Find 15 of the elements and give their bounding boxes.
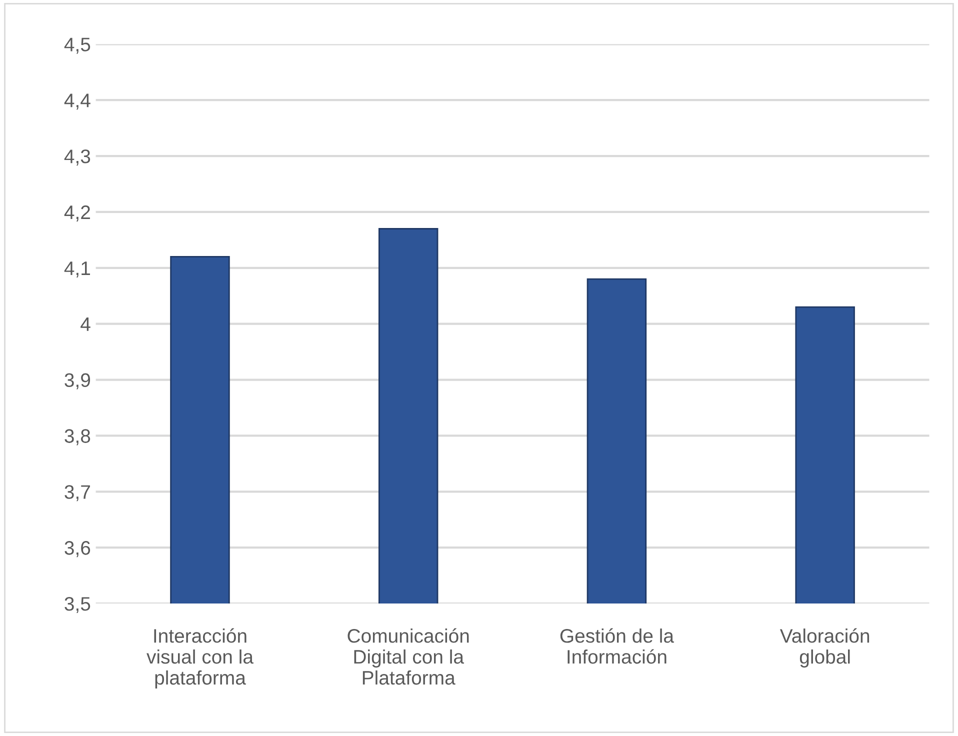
y-tick-label: 4,5 (64, 38, 90, 54)
x-tick-label: Interacción visual con la plataforma (146, 628, 254, 689)
y-tick-label: 4,2 (64, 205, 90, 222)
y-tick-label: 3,9 (64, 373, 90, 390)
y-tick-label: 3,8 (64, 429, 90, 446)
y-tick-label: 3,7 (64, 485, 90, 502)
x-tick-label: Comunicación Digital con la Plataforma (348, 628, 469, 685)
y-tick-label: 4 (80, 318, 90, 331)
x-tick-label: Valoración global (780, 628, 870, 668)
y-tick-label: 3,5 (64, 596, 90, 614)
y-tick-label: 3,6 (64, 541, 90, 558)
y-tick-label: 4,4 (64, 94, 90, 110)
y-tick-label: 4,3 (64, 150, 90, 166)
y-tick-label: 4,1 (64, 262, 90, 278)
x-tick-label: Gestión de la Información (560, 628, 674, 664)
